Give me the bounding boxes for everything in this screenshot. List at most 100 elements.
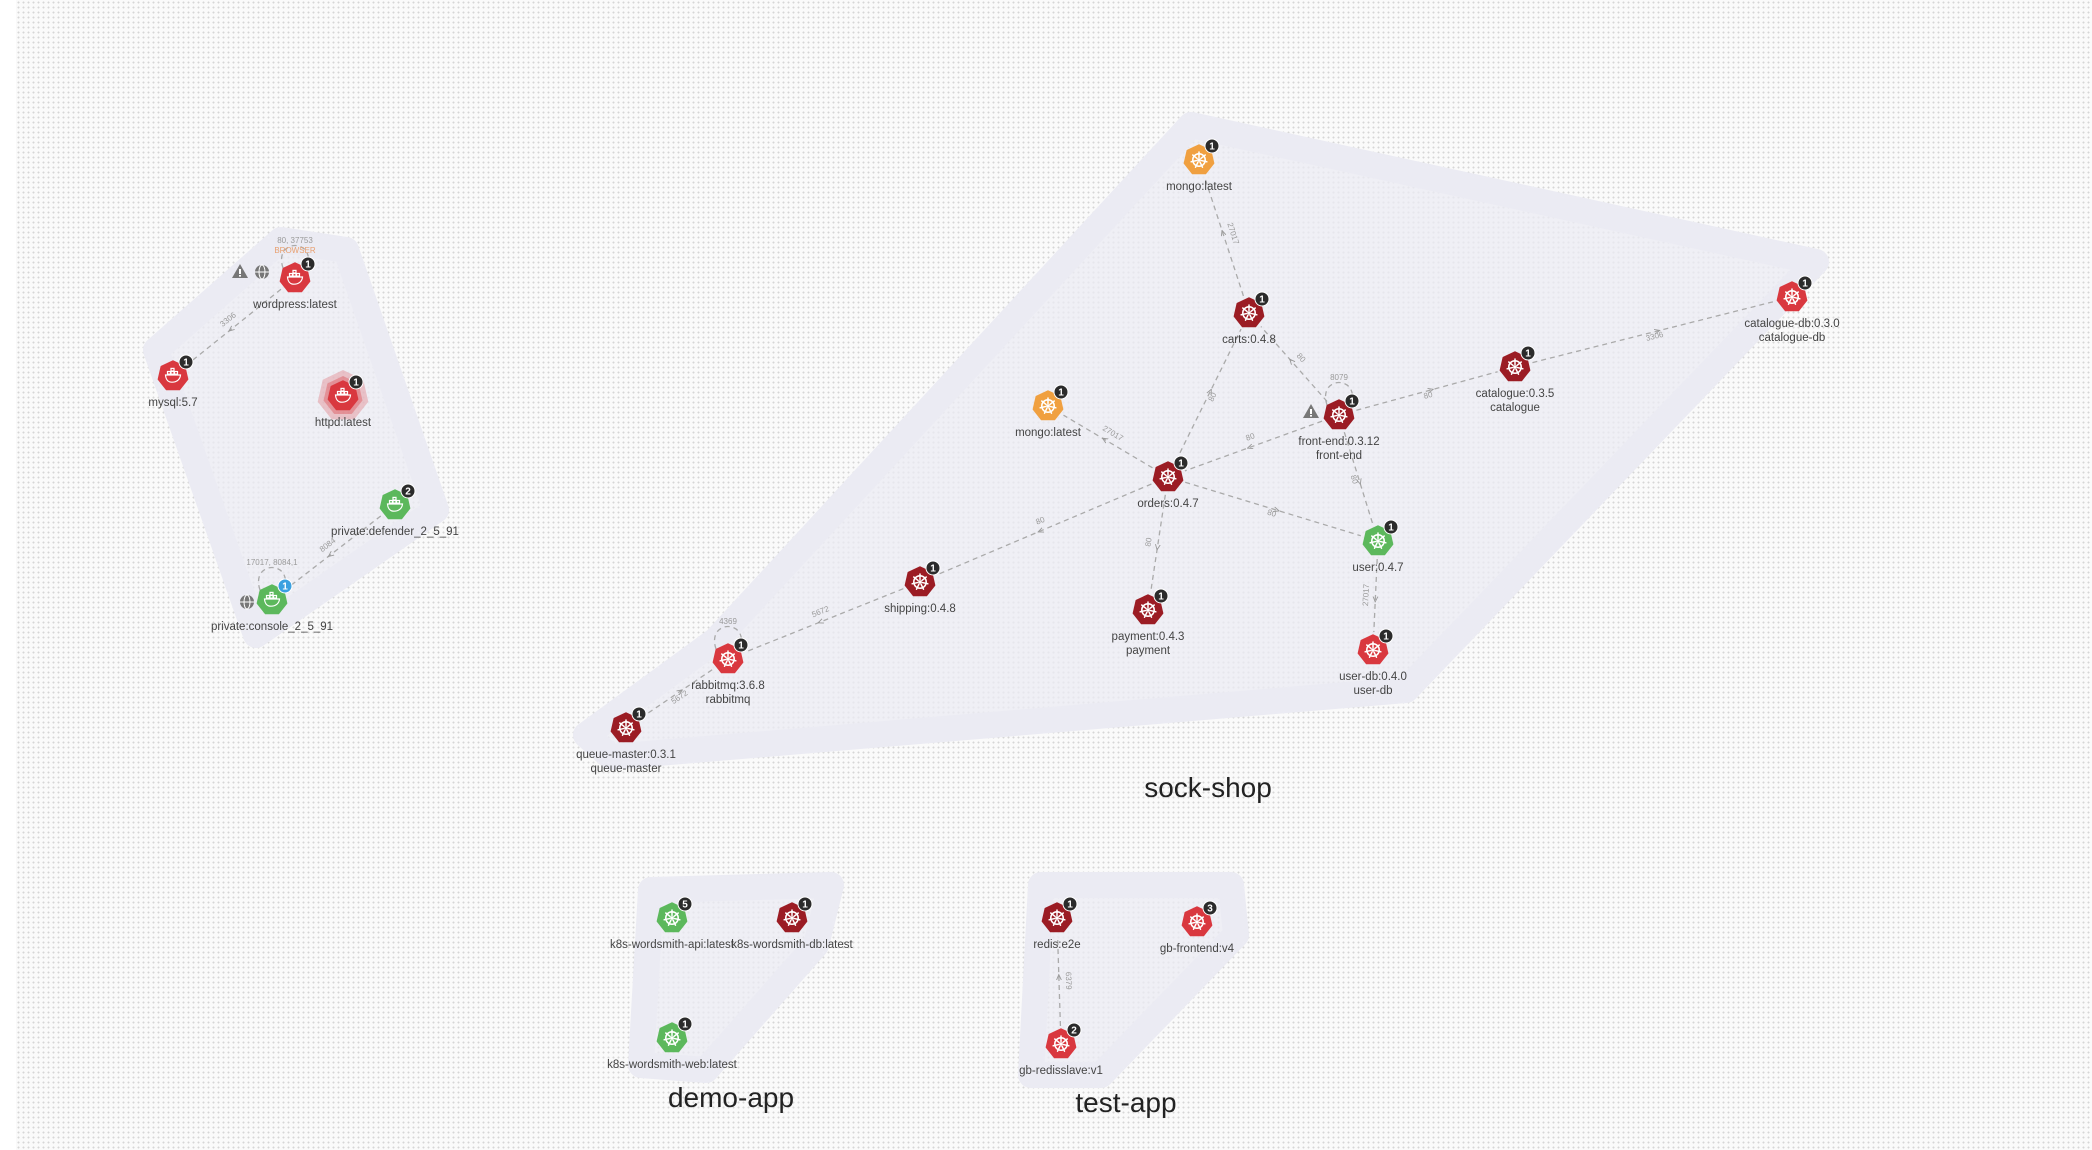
edge-front-end-user[interactable] — [1343, 432, 1374, 524]
node-gb-redisslave[interactable]: 2 gb-redisslave:v1 — [1019, 1022, 1103, 1077]
node-wordsmith-db[interactable]: 1 k8s-wordsmith-db:latest — [731, 896, 854, 951]
node-queue-master[interactable]: 1 queue-master:0.3.1 queue-master — [576, 706, 676, 775]
warning-mark — [1310, 409, 1312, 414]
self-loop-console[interactable] — [257, 567, 287, 591]
globe-icon — [240, 594, 254, 610]
self-loop-front-end[interactable] — [1324, 382, 1354, 406]
edge-port-label: 6379 — [1064, 972, 1074, 991]
edge-orders-user[interactable] — [1185, 481, 1361, 537]
node-mongo-top[interactable]: 1 mongo:latest — [1166, 138, 1233, 193]
node-label: redis:e2e — [1033, 939, 1080, 951]
node-mongo-mid[interactable]: 1 mongo:latest — [1015, 384, 1082, 439]
edge-shipping-rabbitmq[interactable] — [744, 588, 904, 653]
node-count-text: 1 — [1349, 397, 1355, 408]
node-count-badge — [1204, 138, 1220, 154]
node-redis[interactable]: 1 redis:e2e — [1033, 896, 1081, 951]
node-user[interactable]: 1 user:0.4.7 — [1352, 519, 1404, 574]
warning-dot — [1310, 415, 1312, 417]
node-count-text: 1 — [1388, 523, 1394, 534]
node-count-badge — [1344, 393, 1360, 409]
edge-orders-payment[interactable] — [1150, 494, 1166, 593]
graph-canvas[interactable]: sock-shop demo-app test-app 3306 8084 27017 8… — [16, 0, 2092, 1150]
node-count-text: 1 — [183, 358, 189, 369]
node-label: mongo:latest — [1015, 427, 1082, 439]
node-count-badge — [1066, 1022, 1082, 1038]
group-label: test-app — [1075, 1087, 1176, 1118]
node-carts[interactable]: 1 carts:0.4.8 — [1222, 291, 1276, 346]
node-label: front-end — [1316, 450, 1362, 462]
edge-port-label: 80 — [1034, 515, 1046, 527]
node-label: gb-frontend:v4 — [1160, 943, 1235, 955]
node-count-badge — [1062, 896, 1078, 912]
node-label: k8s-wordsmith-web:latest — [607, 1059, 738, 1071]
edge-front-end-carts[interactable] — [1260, 326, 1328, 402]
edge-port-label: 80 — [1423, 390, 1434, 401]
node-label: mongo:latest — [1166, 181, 1233, 193]
node-count-badge — [300, 256, 316, 272]
self-loop-port-label: 17017, 8084,1 — [246, 558, 298, 567]
node-payment[interactable]: 1 payment:0.4.3 payment — [1112, 588, 1185, 657]
node-count-text: 1 — [1067, 900, 1073, 911]
edge-carts-mongo-top[interactable] — [1203, 176, 1245, 297]
node-count-text: 2 — [1071, 1026, 1077, 1037]
group-area-g-wordpress — [143, 227, 449, 648]
edge-front-end-orders[interactable] — [1184, 420, 1323, 472]
node-label: user-db — [1354, 685, 1393, 697]
node-label: catalogue:0.3.5 — [1476, 388, 1555, 400]
node-wordpress[interactable]: 1 wordpress:latest — [252, 256, 338, 311]
node-count-badge — [797, 896, 813, 912]
edge-front-end-catalogue[interactable] — [1356, 371, 1498, 411]
node-wordsmith-web[interactable]: 1 k8s-wordsmith-web:latest — [607, 1016, 738, 1071]
node-httpd[interactable]: 1 httpd:latest — [315, 370, 372, 429]
node-count-text: 2 — [405, 487, 411, 498]
node-user-db[interactable]: 1 user-db:0.4.0 user-db — [1339, 628, 1407, 697]
edge-catalogue-catalogue-db[interactable] — [1532, 300, 1775, 364]
group-area-g-test — [1018, 872, 1249, 1088]
node-count-badge — [348, 374, 364, 390]
node-catalogue-db[interactable]: 1 catalogue-db:0.3.0 catalogue-db — [1744, 275, 1840, 344]
node-count-text: 1 — [1525, 349, 1531, 360]
edge-orders-shipping[interactable] — [936, 483, 1152, 576]
edge-user-user-db[interactable] — [1373, 558, 1378, 633]
node-label: catalogue — [1490, 402, 1540, 414]
node-count-badge — [677, 896, 693, 912]
edge-defender-console[interactable] — [285, 515, 382, 590]
node-catalogue[interactable]: 1 catalogue:0.3.5 catalogue — [1476, 345, 1555, 414]
node-console[interactable]: 1 private:console_2_5_91 — [211, 578, 333, 633]
node-count-text: 1 — [636, 710, 642, 721]
edge-gb-redisslave-redis[interactable] — [1056, 935, 1062, 1027]
node-label: payment:0.4.3 — [1112, 631, 1185, 643]
node-count-text: 1 — [305, 260, 311, 271]
node-gb-frontend[interactable]: 3 gb-frontend:v4 — [1160, 900, 1235, 955]
node-mysql[interactable]: 1 mysql:5.7 — [148, 354, 198, 409]
node-count-badge — [1383, 519, 1399, 535]
self-loop-wordpress[interactable] — [280, 245, 310, 269]
node-count-badge — [1153, 588, 1169, 604]
node-count-badge — [1797, 275, 1813, 291]
edge-queue-master-rabbitmq[interactable] — [640, 668, 714, 719]
node-wordsmith-api[interactable]: 5 k8s-wordsmith-api:latest — [610, 896, 735, 951]
node-count-text: 1 — [1178, 459, 1184, 470]
node-label: private:defender_2_5_91 — [331, 526, 459, 538]
node-rabbitmq[interactable]: 1 rabbitmq:3.6.8 rabbitmq — [691, 637, 765, 706]
edge-port-label: 80 — [1207, 391, 1219, 403]
node-count-badge — [677, 1016, 693, 1032]
self-loop-rabbitmq[interactable] — [713, 626, 743, 650]
node-count-badge — [1378, 628, 1394, 644]
node-front-end[interactable]: 1 front-end:0.3.12 front-end — [1298, 393, 1380, 462]
node-shipping[interactable]: 1 shipping:0.4.8 — [884, 560, 956, 615]
edge-wordpress-mysql[interactable] — [186, 288, 282, 366]
node-orders[interactable]: 1 orders:0.4.7 — [1137, 455, 1199, 510]
node-defender[interactable]: 2 private:defender_2_5_91 — [331, 483, 459, 538]
node-label: rabbitmq:3.6.8 — [691, 680, 765, 692]
self-loop-extra-label: BROWSER — [274, 246, 316, 255]
warning-dot — [239, 275, 241, 277]
node-label: k8s-wordsmith-db:latest — [731, 939, 853, 951]
self-loop-port-label: 8079 — [1330, 373, 1348, 382]
node-count-text: 1 — [1209, 142, 1215, 153]
node-label: gb-redisslave:v1 — [1019, 1065, 1103, 1077]
group-label: sock-shop — [1144, 772, 1272, 803]
node-count-text: 1 — [1058, 388, 1064, 399]
node-count-badge — [1053, 384, 1069, 400]
